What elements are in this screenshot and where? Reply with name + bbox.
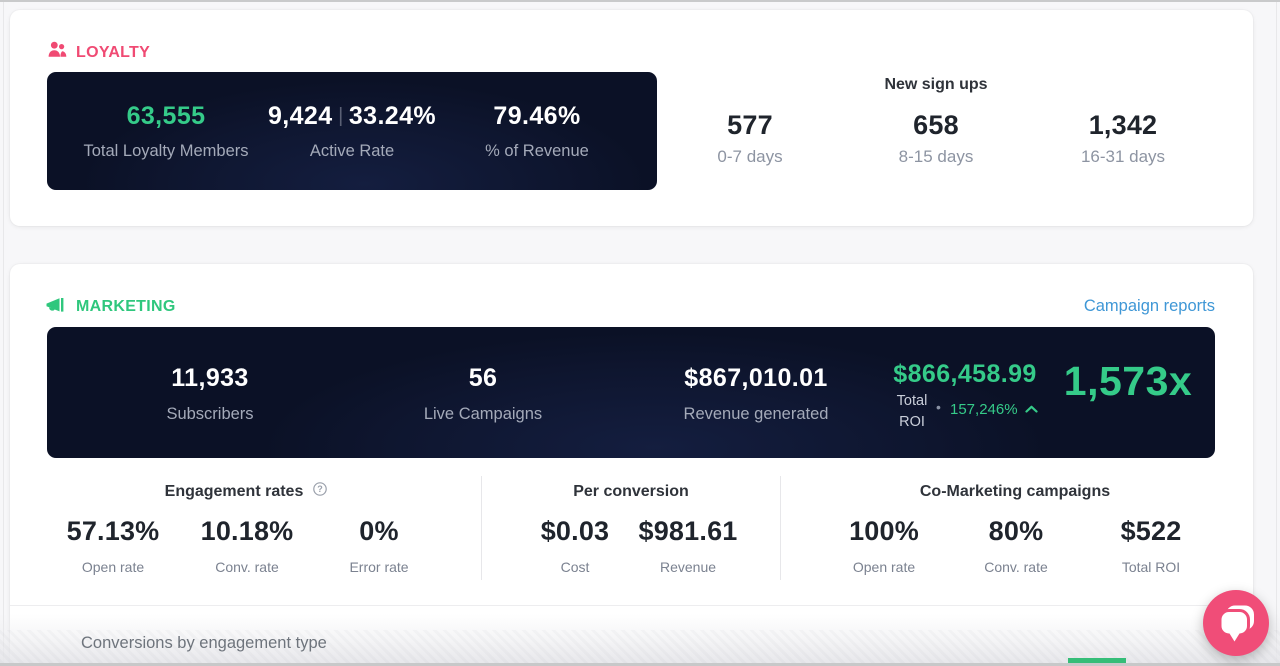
svg-text:?: ? — [317, 484, 323, 494]
